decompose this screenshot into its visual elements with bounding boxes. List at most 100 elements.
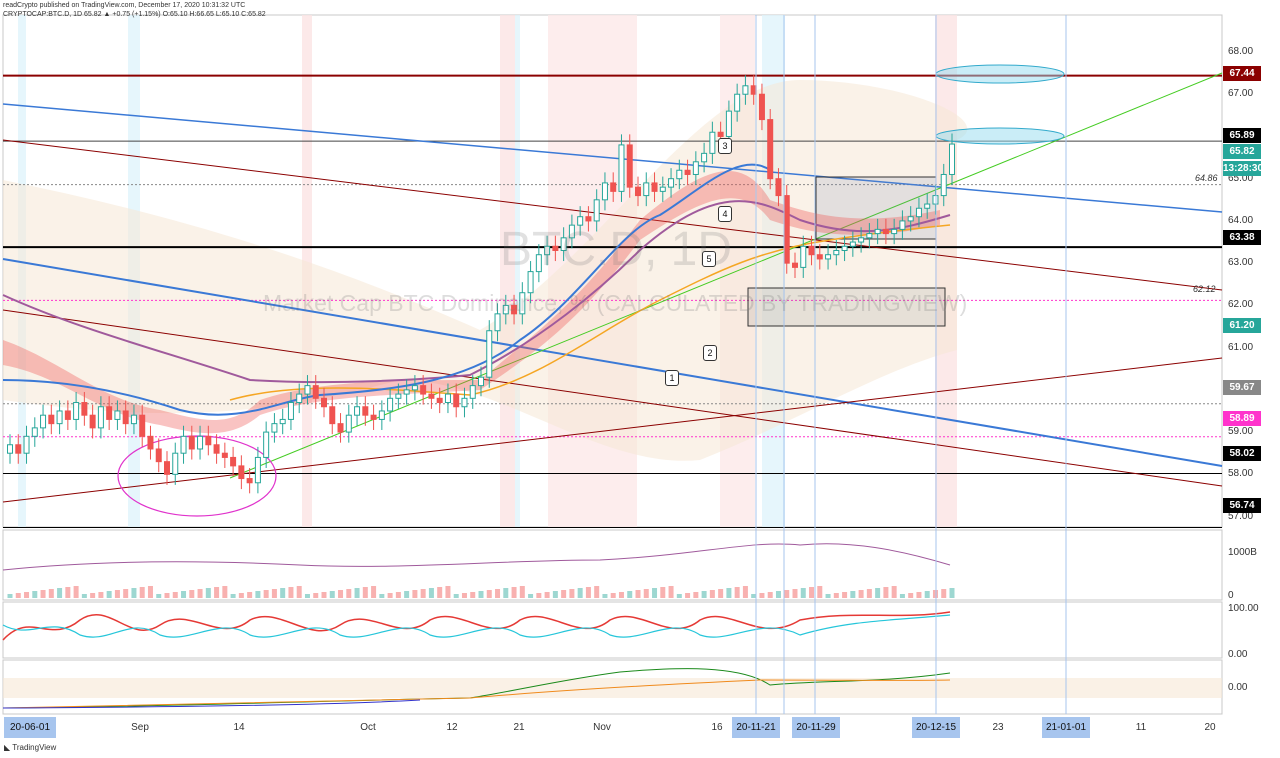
candle-body (321, 397, 327, 408)
volume-bar (908, 593, 914, 598)
candle-body (684, 169, 691, 175)
candle-body (411, 385, 418, 391)
candle-body (874, 228, 881, 235)
volume-bar (197, 589, 203, 598)
volume-bar (618, 592, 624, 598)
wave-marker[interactable]: 2 (703, 345, 717, 361)
volume-bar (635, 590, 641, 598)
candle-body (668, 178, 675, 188)
price-tick: 65.00 (1228, 172, 1254, 184)
candle-body (230, 456, 237, 467)
price-tick: 58.00 (1228, 468, 1254, 480)
date-highlight: 21-01-01 (1042, 717, 1090, 738)
candle-body (420, 385, 427, 395)
date-highlight: 20-11-21 (732, 717, 780, 738)
highlight-band (515, 15, 520, 527)
ma-orange (229, 224, 951, 401)
wave-marker[interactable]: 4 (718, 206, 732, 222)
trend-line-orange (2, 679, 951, 709)
candle-body (31, 427, 38, 437)
candle-body (395, 393, 402, 399)
candle-body (56, 410, 63, 425)
volume-bar (528, 594, 534, 598)
candle-body (130, 414, 137, 425)
indicator-axis-label: 0 (1228, 590, 1234, 601)
volume-bar (668, 586, 674, 598)
ma-blue (2, 163, 771, 416)
candle-body (403, 389, 410, 395)
candle-body (89, 414, 96, 429)
price-label: 58.02 (1223, 446, 1261, 461)
candle-body (213, 444, 220, 454)
price-label: 58.89 (1223, 411, 1261, 426)
candle-body (370, 414, 377, 420)
volume-bar (437, 587, 443, 598)
volume-bar (602, 594, 608, 598)
wave-marker[interactable]: 3 (718, 138, 732, 154)
candle-body (453, 393, 460, 408)
volume-bar (519, 586, 525, 598)
trend-line-green (2, 668, 951, 709)
candle-body (122, 410, 129, 425)
volume-bar (652, 588, 658, 598)
volume-bar (247, 592, 253, 598)
logo-icon: ◣ (4, 743, 13, 752)
candle-body (147, 435, 154, 450)
volume-bar (486, 590, 492, 598)
volume-bar (718, 589, 724, 598)
candle-body (601, 182, 608, 201)
candle-body (164, 461, 170, 475)
inline-level-label: 62.12 (1193, 284, 1216, 294)
wave-marker[interactable]: 1 (665, 370, 679, 386)
candle-body (816, 254, 823, 260)
candle-body (279, 418, 286, 425)
candle-body (205, 435, 212, 446)
date-highlight: 20-11-29 (792, 717, 840, 738)
inline-level-label: 64.86 (1195, 173, 1218, 183)
volume-bar (371, 586, 377, 598)
volume-bar (329, 591, 335, 598)
volume-bar (65, 587, 71, 598)
date-tick: 16 (711, 722, 723, 733)
volume-bar (73, 586, 79, 598)
volume-bar (536, 593, 542, 598)
candle-body (692, 161, 699, 175)
candle-body (246, 478, 253, 484)
candle-body (626, 144, 633, 188)
candle-body (643, 182, 650, 197)
candle-body (180, 435, 187, 454)
candle-body (48, 414, 55, 425)
publish-info: readCrypto published on TradingView.com,… (3, 2, 246, 9)
candle-body (940, 173, 947, 197)
candle-body (535, 254, 542, 273)
candle-body (40, 414, 47, 429)
candle-body (362, 406, 369, 416)
volume-bar (57, 588, 63, 598)
support-box (747, 287, 946, 327)
volume-bar (478, 591, 484, 598)
candle-body (767, 119, 774, 180)
wave-marker[interactable]: 5 (702, 251, 716, 267)
volume-bar (362, 587, 368, 598)
candle-body (428, 393, 435, 399)
candle-body (511, 304, 518, 315)
price-label: 56.74 (1223, 498, 1261, 513)
volume-bar (470, 592, 476, 598)
candle-body (775, 178, 782, 197)
trendline-red-rising (2, 357, 1223, 503)
volume-bar (734, 587, 740, 598)
candle-body (221, 452, 228, 458)
volume-bar (139, 587, 145, 598)
volume-bar (123, 589, 129, 598)
indicator-axis-label: 0.00 (1228, 649, 1248, 660)
volume-bar (255, 591, 261, 598)
candle-body (287, 402, 294, 420)
price-tick: 67.00 (1228, 88, 1254, 100)
candle-body (345, 414, 352, 433)
volume-bar (288, 587, 294, 598)
indicator-axis-label: 100.00 (1228, 603, 1259, 614)
price-label: 67.44 (1223, 66, 1261, 81)
volume-bar (81, 594, 87, 598)
volume-bar (32, 591, 38, 598)
